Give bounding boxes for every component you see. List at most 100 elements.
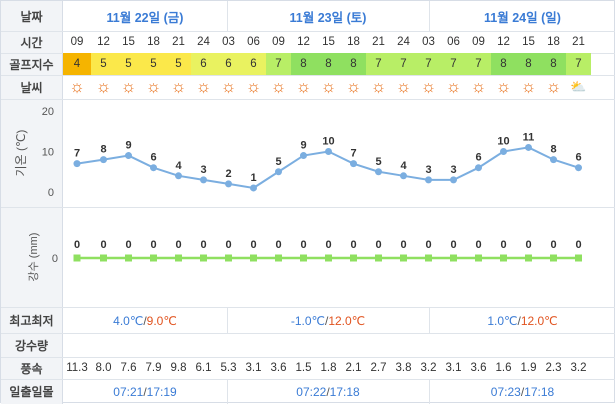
hour-cell: 21 [572, 36, 585, 48]
temp-point [100, 156, 107, 164]
precip-point [325, 254, 332, 262]
precip-data-label: 0 [300, 239, 306, 251]
sun-icon: ☼ [145, 77, 162, 96]
precip-point [425, 254, 432, 262]
temp-point [500, 148, 507, 155]
sun-icon: ☼ [95, 77, 112, 96]
temp-point [200, 176, 207, 184]
temp-data-label: 7 [350, 148, 356, 160]
hour-cell: 03 [222, 36, 235, 48]
golf-index-cell: 7 [391, 53, 416, 75]
temp-point [575, 164, 582, 172]
hour-row: 09 12 15 18 21 24 03 06 09 12 15 18 21 24 03 06 09 12 15 18… [63, 31, 615, 53]
sunset-time: 17:18 [329, 385, 360, 399]
temp-data-label: 7 [74, 148, 80, 160]
temp-data-label: 9 [125, 140, 131, 152]
golf-index-cell: 5 [141, 53, 166, 75]
precip-data-label: 0 [375, 239, 381, 251]
temp-data-label: 5 [275, 156, 281, 168]
temp-data-label: 10 [497, 136, 509, 148]
sun-icon: ☼ [320, 77, 337, 96]
golf-index-cell: 6 [191, 53, 216, 75]
temp-label-cell [1, 99, 63, 207]
precip-data-label: 0 [575, 239, 581, 251]
sunset-time: 17:19 [146, 385, 177, 399]
golf-index-cell: 4 [63, 53, 91, 75]
golf-index-cell: 6 [241, 53, 266, 75]
temp-y-tick: 0 [48, 187, 54, 199]
sun-icon: ☼ [245, 77, 262, 96]
temp-point [375, 168, 382, 176]
sunrise-time: 07:21 [113, 385, 144, 399]
precip-data-label: 0 [400, 239, 406, 251]
minmax-label: 최고최저 [1, 307, 63, 333]
wind-cell: 3.8 [395, 362, 412, 374]
sun-icon: ☼ [445, 77, 462, 96]
sun-icon: ☼ [520, 77, 537, 96]
sun-icon: ☼ [470, 77, 487, 96]
min-temp: 4.0℃ [113, 314, 144, 328]
golf-index-cell: 8 [291, 53, 316, 75]
hour-cell: 15 [522, 36, 535, 48]
wind-cell: 1.5 [295, 362, 312, 374]
wind-cell: 2.3 [545, 362, 562, 374]
golf-index-label: 골프지수 [1, 53, 63, 75]
temp-y-tick: 10 [42, 147, 54, 159]
golf-index-cell: 7 [366, 53, 391, 75]
precip-data-label: 0 [500, 239, 506, 251]
precip-point [400, 254, 407, 262]
temp-point [300, 152, 307, 160]
golf-index-cell: 6 [216, 53, 241, 75]
sun-label: 일출일몰 [1, 379, 63, 404]
golf-index-cell: 8 [491, 53, 516, 75]
temp-point [250, 184, 257, 192]
time-label: 시간 [1, 31, 63, 53]
day-header-3: 11월 24일 (일) [484, 10, 561, 25]
wind-cell: 7.9 [145, 362, 162, 374]
golf-index-cell: 8 [316, 53, 341, 75]
temperature-chart: 기온 (℃) 0 10 20 7 8 9 6 4 3 2 1 5 9 10 7 5 4 3 3 6 10 11 8 6 [14, 106, 582, 199]
temp-point [350, 160, 357, 168]
precip-amount-label: 강수량 [1, 333, 63, 357]
wind-cell: 3.2 [570, 362, 587, 374]
sun-day-1: 07:21/17:19 [113, 385, 177, 399]
golf-index-cell: 7 [566, 53, 591, 75]
hour-cell: 24 [197, 36, 210, 48]
temp-axis-label: 기온 (℃) [14, 130, 28, 177]
cloud-sun-icon: ⛅ [570, 79, 587, 94]
hour-cell: 18 [347, 36, 360, 48]
min-temp: 1.0℃ [487, 314, 518, 328]
temp-point [475, 164, 482, 172]
precip-point [100, 254, 107, 262]
sun-icon: ☼ [395, 77, 412, 96]
hour-cell: 06 [247, 36, 260, 48]
hour-cell: 12 [297, 36, 310, 48]
temp-point [550, 156, 557, 164]
sun-icon: ☼ [420, 77, 437, 96]
hour-cell: 18 [547, 36, 560, 48]
precip-point [225, 254, 232, 262]
temp-data-label: 4 [175, 160, 182, 172]
temp-point [175, 172, 182, 180]
precip-data-label: 0 [250, 239, 256, 251]
weather-icon-row: ☼ ☼ ☼ ☼ ☼ ☼ ☼ ☼ ☼ ☼ ☼ ☼ ☼ ☼ ☼ ☼ ☼ ☼ ☼ ☼ ⛅ [63, 75, 615, 99]
hour-cell: 15 [322, 36, 335, 48]
temp-data-label: 10 [322, 136, 334, 148]
golf-index-cell: 8 [541, 53, 566, 75]
precip-data-label: 0 [325, 239, 331, 251]
wind-cell: 5.3 [220, 362, 237, 374]
precip-data-label: 0 [200, 239, 206, 251]
temp-point [125, 152, 132, 160]
precip-data-label: 0 [74, 239, 80, 251]
temp-data-label: 4 [400, 160, 407, 172]
sun-icon: ☼ [545, 77, 562, 96]
sun-icon: ☼ [120, 77, 137, 96]
sun-day-2: 07:22/17:18 [296, 385, 360, 399]
sun-icon: ☼ [270, 77, 287, 96]
minmax-day-2: -1.0℃/12.0℃ [290, 314, 366, 328]
weather-label: 날씨 [1, 75, 63, 99]
temp-data-label: 3 [425, 164, 431, 176]
wind-cell: 3.2 [420, 362, 437, 374]
wind-cell: 11.3 [66, 362, 88, 374]
wind-cell: 8.0 [95, 362, 112, 374]
